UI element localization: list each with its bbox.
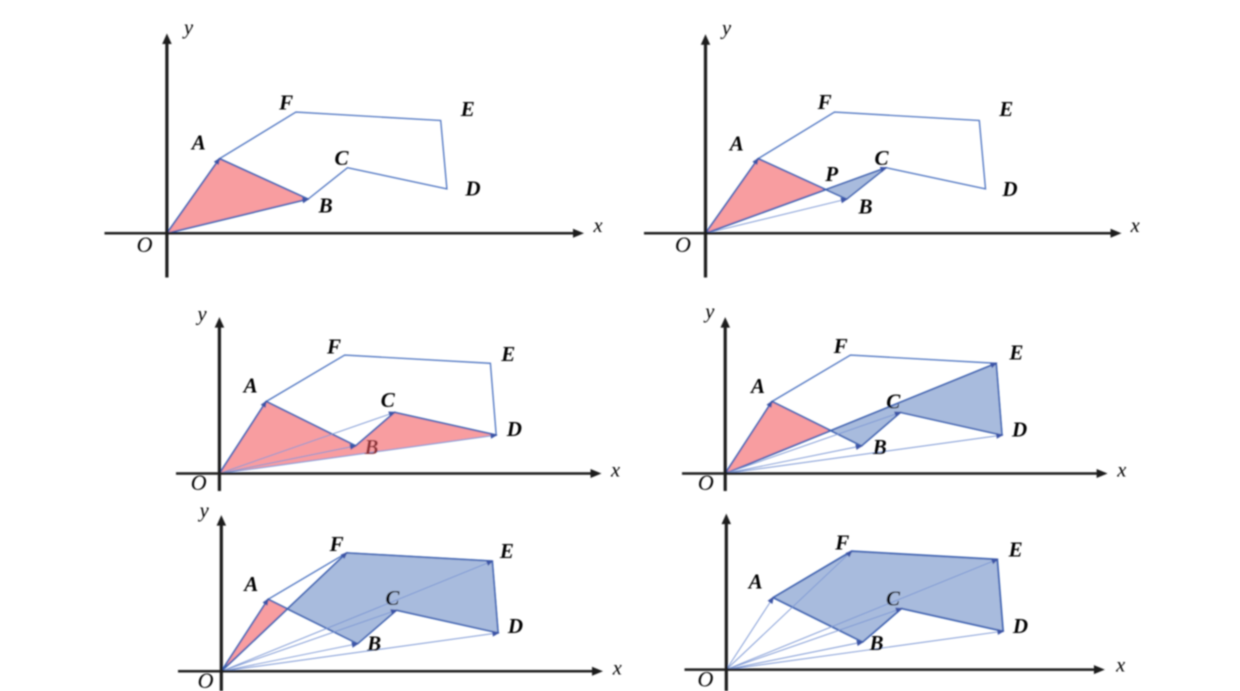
svg-text:E: E — [1008, 341, 1023, 365]
svg-text:x: x — [612, 658, 622, 680]
svg-text:D: D — [1001, 177, 1017, 201]
svg-text:y: y — [720, 18, 732, 40]
svg-text:C: C — [385, 586, 400, 610]
svg-text:F: F — [278, 91, 293, 115]
svg-text:y: y — [195, 304, 207, 326]
svg-text:D: D — [1012, 614, 1028, 638]
svg-text:A: A — [749, 374, 765, 398]
svg-text:B: B — [318, 193, 333, 217]
svg-text:B: B — [872, 435, 887, 459]
svg-text:O: O — [198, 668, 214, 691]
svg-text:D: D — [506, 417, 522, 441]
svg-text:D: D — [464, 176, 480, 200]
svg-text:A: A — [190, 131, 206, 155]
svg-text:x: x — [1115, 655, 1125, 677]
svg-text:E: E — [460, 97, 475, 121]
svg-text:C: C — [334, 146, 349, 170]
svg-text:x: x — [1116, 459, 1126, 481]
svg-text:O: O — [698, 470, 714, 495]
svg-text:A: A — [728, 132, 744, 156]
svg-text:F: F — [326, 335, 341, 359]
svg-text:F: F — [329, 532, 344, 556]
svg-text:A: A — [747, 570, 763, 594]
svg-text:B: B — [366, 632, 381, 656]
svg-text:O: O — [191, 470, 207, 495]
svg-text:B: B — [868, 631, 883, 655]
svg-text:E: E — [499, 539, 514, 563]
svg-text:x: x — [610, 460, 620, 482]
svg-text:B: B — [363, 435, 378, 459]
svg-text:y: y — [198, 500, 210, 522]
svg-text:P: P — [824, 162, 838, 186]
svg-text:C: C — [886, 390, 901, 414]
svg-text:O: O — [675, 232, 691, 257]
svg-text:y: y — [703, 301, 715, 323]
svg-text:x: x — [592, 215, 602, 237]
svg-text:E: E — [1008, 538, 1023, 562]
svg-text:D: D — [507, 614, 523, 638]
svg-text:O: O — [697, 666, 713, 691]
svg-text:F: F — [833, 334, 848, 358]
svg-text:D: D — [1011, 418, 1027, 442]
svg-text:C: C — [874, 146, 889, 170]
svg-text:A: A — [242, 373, 258, 397]
svg-text:y: y — [182, 17, 194, 39]
svg-text:B: B — [857, 195, 872, 219]
svg-text:O: O — [137, 232, 153, 257]
svg-text:x: x — [1130, 215, 1140, 237]
svg-text:F: F — [834, 531, 849, 555]
svg-text:E: E — [998, 97, 1013, 121]
svg-text:F: F — [817, 90, 832, 114]
svg-text:A: A — [242, 572, 258, 596]
svg-text:C: C — [886, 586, 901, 610]
svg-text:C: C — [381, 388, 396, 412]
svg-text:E: E — [500, 342, 515, 366]
